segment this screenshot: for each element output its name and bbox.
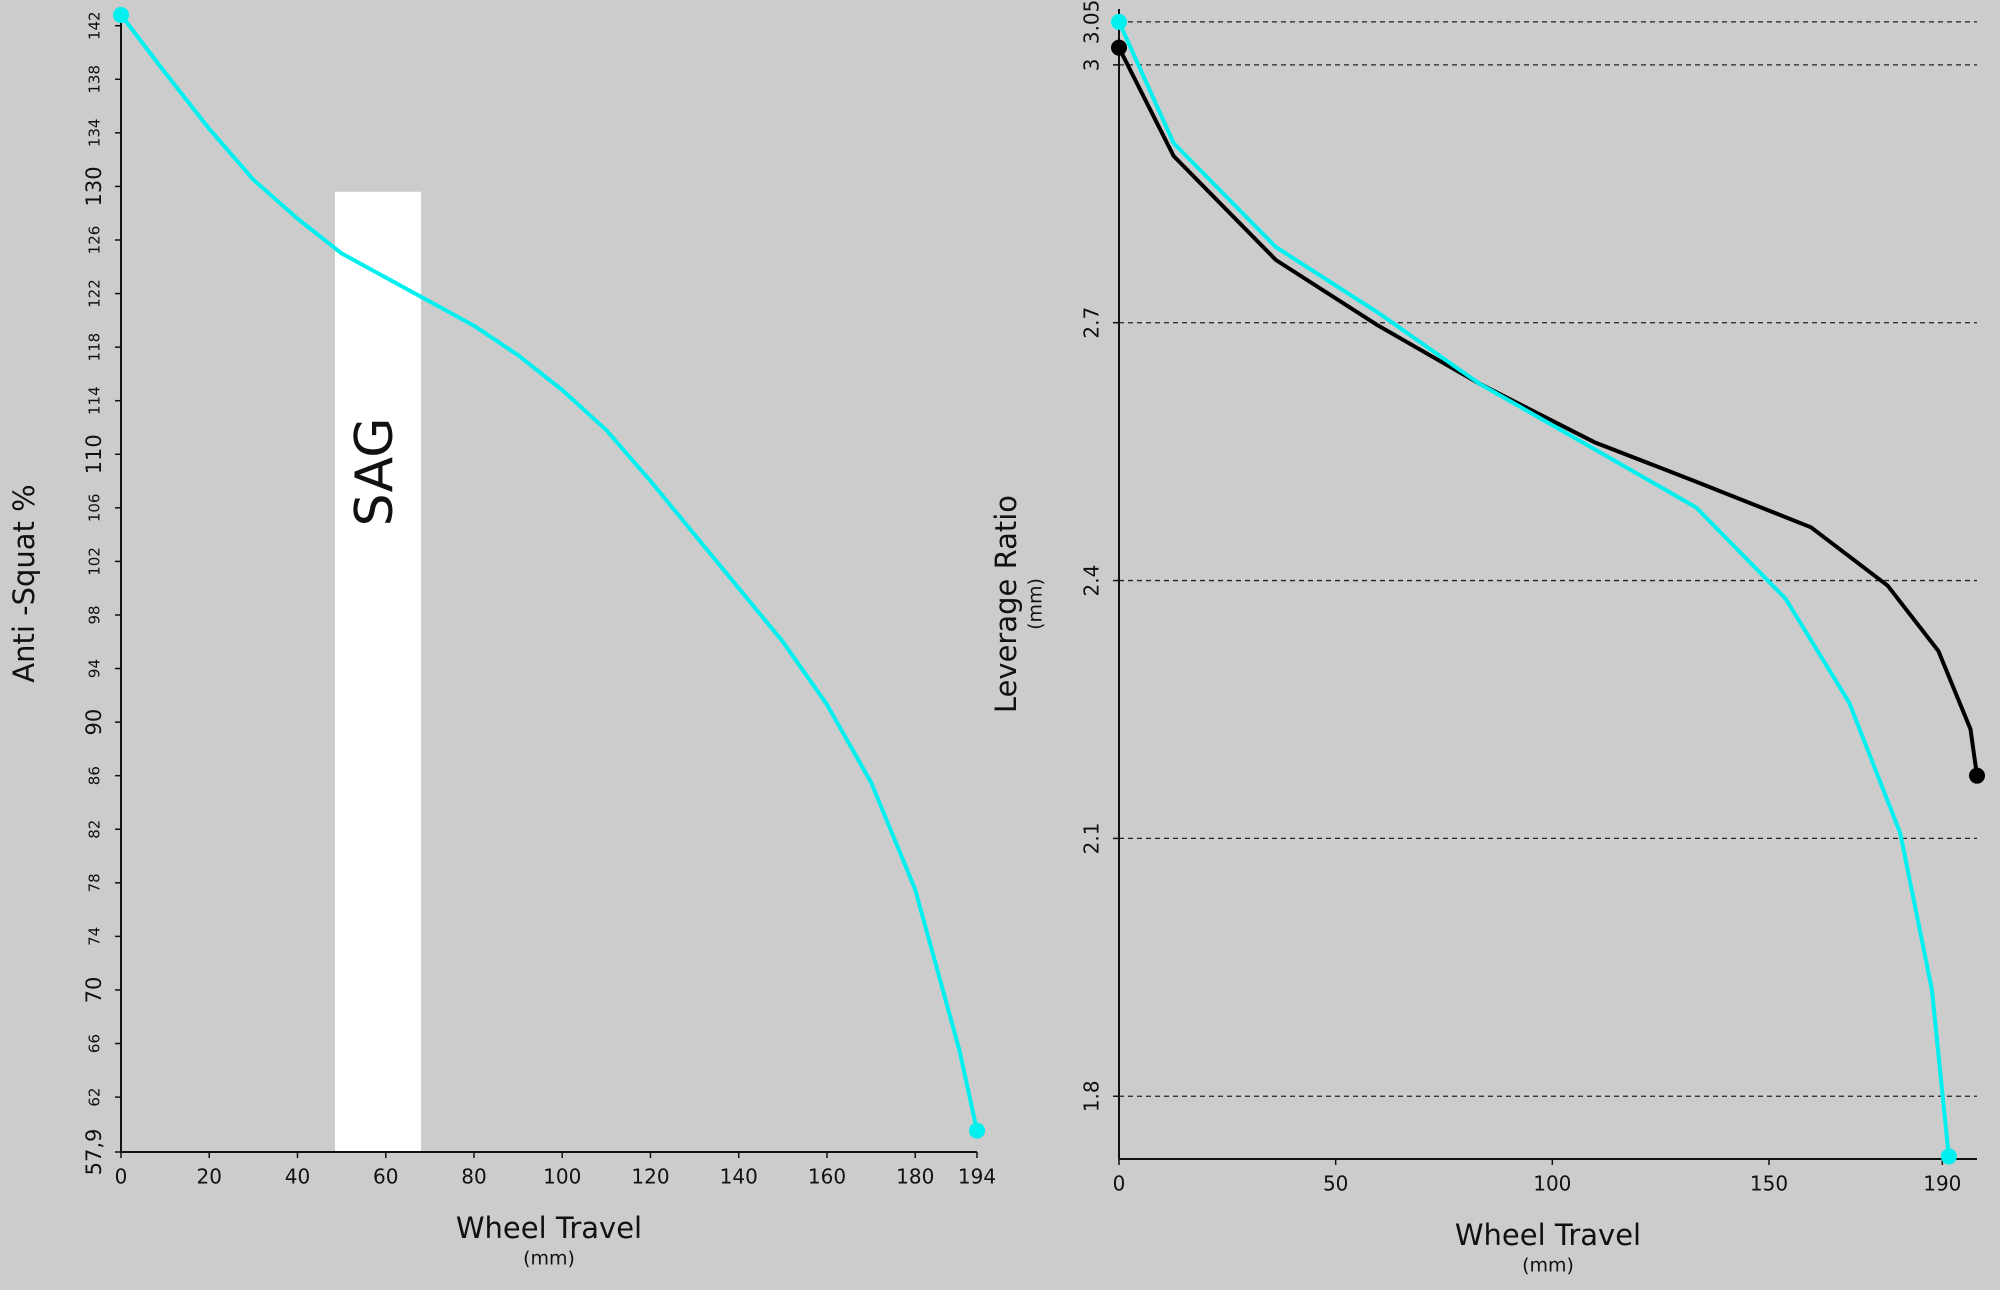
x-axis-unit: (mm) bbox=[1522, 1255, 1574, 1277]
y-tick-label: 3.05 bbox=[1080, 0, 1104, 44]
end-point bbox=[969, 1122, 985, 1139]
end-point bbox=[1940, 1148, 1957, 1165]
x-tick-label: 150 bbox=[1750, 1172, 1788, 1196]
y-tick-label: 98 bbox=[86, 605, 104, 624]
y-tick-label: 110 bbox=[82, 434, 106, 474]
x-tick-label: 180 bbox=[896, 1165, 934, 1189]
y-tick-label: 82 bbox=[86, 820, 104, 839]
y-tick-label: 70 bbox=[82, 977, 106, 1004]
x-axis-label: Wheel Travel bbox=[1455, 1218, 1641, 1252]
y-tick-label: 118 bbox=[86, 333, 104, 362]
y-tick-label: 78 bbox=[86, 873, 104, 892]
series-line bbox=[119, 13, 979, 1132]
y-tick-label: 126 bbox=[86, 226, 104, 255]
y-axis-unit: (mm) bbox=[1025, 578, 1047, 630]
x-tick-label: 80 bbox=[461, 1165, 486, 1189]
y-tick-label: 62 bbox=[86, 1088, 104, 1107]
x-tick-label: 100 bbox=[1533, 1172, 1571, 1196]
end-point bbox=[113, 7, 129, 23]
y-tick-label: 114 bbox=[86, 386, 104, 415]
x-tick-label: 160 bbox=[808, 1165, 846, 1189]
x-tick-label: 194 bbox=[958, 1165, 996, 1189]
y-tick-label: 122 bbox=[86, 279, 104, 308]
x-axis-label: Wheel Travel bbox=[456, 1211, 642, 1245]
x-tick-label: 120 bbox=[631, 1165, 669, 1189]
y-tick-label: 102 bbox=[86, 547, 104, 576]
x-tick-label: 100 bbox=[543, 1165, 581, 1189]
x-tick-label: 20 bbox=[197, 1165, 222, 1189]
y-tick-label: 57,9 bbox=[82, 1129, 106, 1176]
x-tick-label: 40 bbox=[285, 1165, 310, 1189]
y-tick-label: 66 bbox=[86, 1034, 104, 1053]
x-tick-label: 60 bbox=[373, 1165, 398, 1189]
y-tick-label: 74 bbox=[86, 927, 104, 946]
y-tick-label: 2.1 bbox=[1080, 823, 1104, 855]
y-tick-label: 106 bbox=[86, 494, 104, 523]
y-tick-label: 134 bbox=[86, 119, 104, 148]
y-tick-label: 86 bbox=[86, 766, 104, 785]
sag-band bbox=[335, 191, 422, 1152]
y-tick-label: 3 bbox=[1080, 58, 1104, 71]
y-tick-label: 130 bbox=[82, 166, 106, 206]
y-tick-label: 1.8 bbox=[1080, 1080, 1104, 1112]
x-axis-unit: (mm) bbox=[523, 1248, 575, 1270]
end-point bbox=[1969, 767, 1985, 784]
end-point bbox=[1111, 13, 1127, 30]
y-tick-label: 90 bbox=[82, 709, 106, 736]
end-point bbox=[1111, 39, 1127, 56]
x-tick-label: 50 bbox=[1323, 1172, 1348, 1196]
x-tick-label: 0 bbox=[1113, 1172, 1126, 1196]
y-axis-label: Anti -Squat % bbox=[7, 484, 41, 682]
y-axis-label: Leverage Ratio bbox=[989, 495, 1023, 713]
x-tick-label: 140 bbox=[720, 1165, 758, 1189]
y-tick-label: 2.4 bbox=[1080, 565, 1104, 597]
series-line bbox=[1117, 21, 1951, 1157]
x-tick-label: 0 bbox=[115, 1165, 128, 1189]
y-tick-label: 142 bbox=[86, 11, 104, 40]
y-tick-label: 94 bbox=[86, 659, 104, 678]
sag-label: SAG bbox=[345, 417, 405, 526]
y-tick-label: 2.7 bbox=[1080, 307, 1104, 339]
x-tick-label: 190 bbox=[1923, 1172, 1961, 1196]
y-tick-label: 138 bbox=[86, 65, 104, 94]
series-line bbox=[1117, 46, 1979, 776]
